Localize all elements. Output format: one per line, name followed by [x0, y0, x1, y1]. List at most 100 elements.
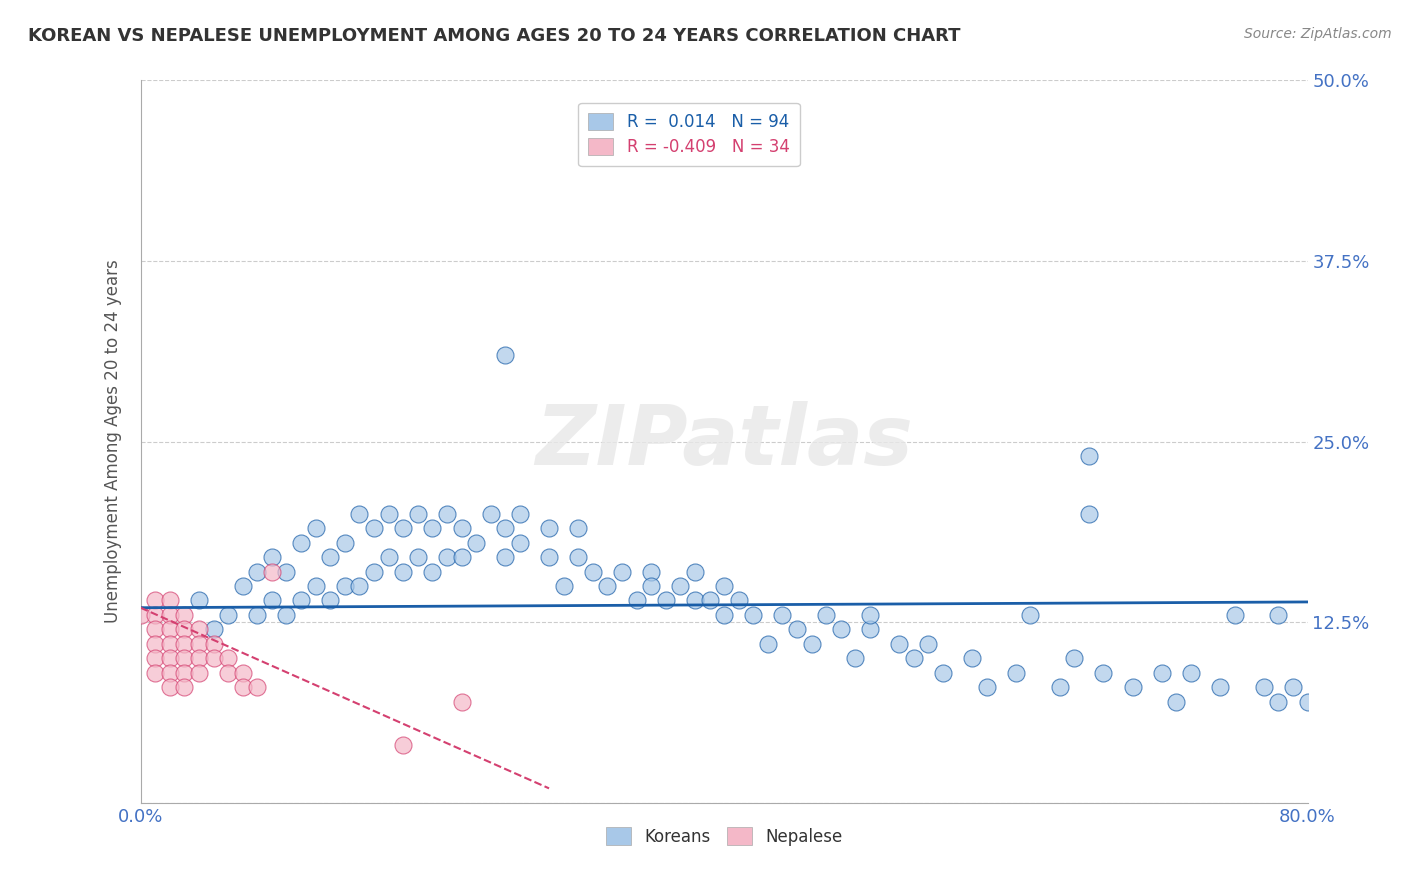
- Point: [1296, 695, 1319, 709]
- Point: [582, 565, 605, 579]
- Point: [129, 607, 152, 622]
- Point: [727, 593, 749, 607]
- Point: [159, 637, 181, 651]
- Point: [173, 651, 195, 665]
- Point: [260, 550, 283, 565]
- Point: [232, 665, 254, 680]
- Point: [173, 623, 195, 637]
- Point: [450, 521, 472, 535]
- Point: [1049, 680, 1071, 694]
- Point: [626, 593, 648, 607]
- Point: [436, 507, 458, 521]
- Point: [1122, 680, 1144, 694]
- Point: [1267, 695, 1289, 709]
- Point: [159, 680, 181, 694]
- Point: [159, 623, 181, 637]
- Point: [494, 550, 516, 565]
- Point: [188, 623, 211, 637]
- Point: [494, 521, 516, 535]
- Point: [479, 507, 502, 521]
- Point: [188, 593, 211, 607]
- Point: [903, 651, 925, 665]
- Point: [406, 550, 429, 565]
- Point: [290, 535, 312, 549]
- Y-axis label: Unemployment Among Ages 20 to 24 years: Unemployment Among Ages 20 to 24 years: [104, 260, 122, 624]
- Point: [932, 665, 955, 680]
- Point: [1282, 680, 1305, 694]
- Text: ZIPatlas: ZIPatlas: [536, 401, 912, 482]
- Point: [143, 651, 166, 665]
- Point: [290, 593, 312, 607]
- Point: [1150, 665, 1173, 680]
- Point: [567, 521, 589, 535]
- Point: [159, 651, 181, 665]
- Legend: Koreans, Nepalese: Koreans, Nepalese: [599, 821, 849, 852]
- Point: [610, 565, 633, 579]
- Point: [699, 593, 721, 607]
- Point: [538, 521, 561, 535]
- Point: [669, 579, 692, 593]
- Point: [173, 680, 195, 694]
- Point: [844, 651, 866, 665]
- Point: [1267, 607, 1289, 622]
- Point: [188, 665, 211, 680]
- Point: [349, 507, 371, 521]
- Point: [377, 550, 399, 565]
- Point: [188, 637, 211, 651]
- Point: [422, 521, 444, 535]
- Point: [683, 565, 706, 579]
- Point: [232, 680, 254, 694]
- Point: [202, 637, 225, 651]
- Point: [319, 593, 342, 607]
- Point: [392, 521, 415, 535]
- Point: [1077, 507, 1099, 521]
- Point: [1253, 680, 1275, 694]
- Point: [553, 579, 575, 593]
- Point: [159, 593, 181, 607]
- Point: [596, 579, 619, 593]
- Point: [173, 637, 195, 651]
- Point: [202, 623, 225, 637]
- Point: [1209, 680, 1232, 694]
- Point: [976, 680, 998, 694]
- Point: [392, 738, 415, 752]
- Point: [465, 535, 488, 549]
- Point: [422, 565, 444, 579]
- Point: [305, 521, 328, 535]
- Point: [319, 550, 342, 565]
- Point: [640, 579, 662, 593]
- Point: [567, 550, 589, 565]
- Point: [772, 607, 794, 622]
- Point: [1223, 607, 1246, 622]
- Point: [143, 637, 166, 651]
- Point: [640, 565, 662, 579]
- Point: [305, 579, 328, 593]
- Point: [143, 607, 166, 622]
- Point: [276, 607, 298, 622]
- Point: [143, 623, 166, 637]
- Point: [260, 565, 283, 579]
- Point: [333, 579, 356, 593]
- Point: [509, 535, 531, 549]
- Point: [786, 623, 808, 637]
- Point: [377, 507, 399, 521]
- Point: [450, 550, 472, 565]
- Point: [1166, 695, 1188, 709]
- Point: [333, 535, 356, 549]
- Point: [1063, 651, 1085, 665]
- Point: [173, 665, 195, 680]
- Point: [800, 637, 823, 651]
- Point: [889, 637, 911, 651]
- Point: [830, 623, 852, 637]
- Point: [1005, 665, 1028, 680]
- Point: [159, 665, 181, 680]
- Point: [246, 565, 269, 579]
- Point: [143, 593, 166, 607]
- Point: [246, 680, 269, 694]
- Point: [436, 550, 458, 565]
- Point: [217, 651, 239, 665]
- Point: [392, 565, 415, 579]
- Point: [276, 565, 298, 579]
- Point: [1019, 607, 1042, 622]
- Point: [1077, 449, 1099, 463]
